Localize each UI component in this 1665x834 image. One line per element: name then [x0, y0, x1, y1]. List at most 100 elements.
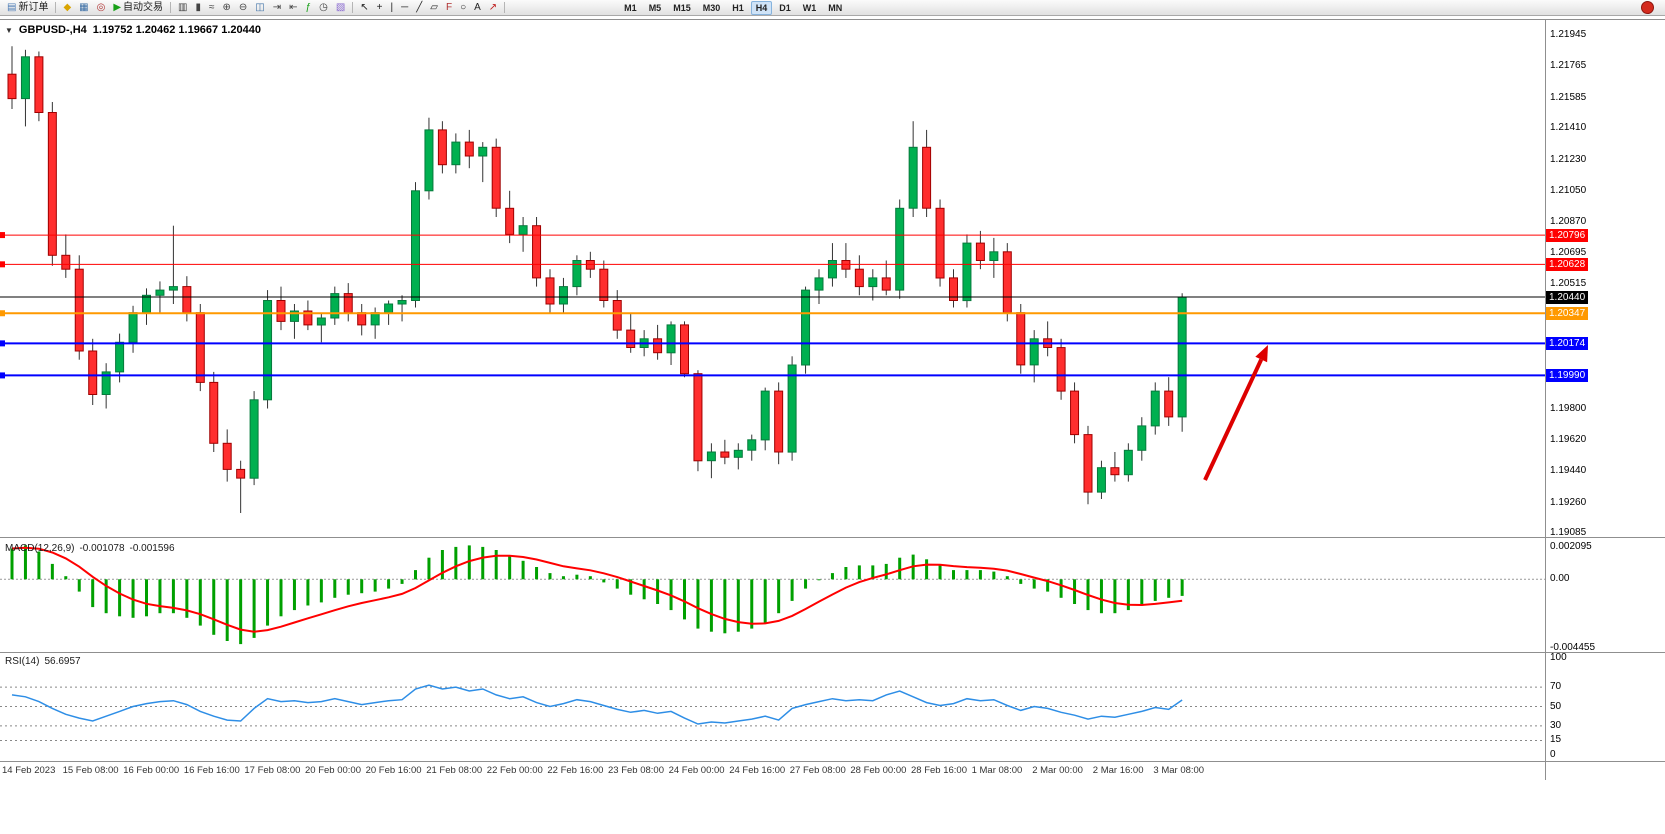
time-axis-label[interactable]: 20 Feb 00:00 — [305, 765, 361, 776]
time-axis-label[interactable]: 22 Feb 16:00 — [547, 765, 604, 776]
time-axis-label[interactable]: 14 Feb 2023 — [2, 765, 56, 776]
fibonacci-button[interactable]: F — [443, 1, 455, 15]
time-axis-label[interactable]: 16 Feb 16:00 — [183, 765, 240, 776]
time-axis-label[interactable]: 28 Feb 16:00 — [911, 765, 967, 776]
horizontal-line-button[interactable]: ─ — [398, 1, 411, 15]
zoom-in-button[interactable]: ⊕ — [220, 1, 234, 15]
time-axis-label[interactable]: 22 Feb 00:00 — [486, 765, 543, 776]
macd-plot[interactable] — [0, 541, 1545, 650]
text-button[interactable]: A — [471, 1, 484, 15]
rsi-label: RSI(14) 56.6957 — [5, 656, 86, 667]
up-candle — [101, 371, 111, 395]
down-candle — [88, 350, 98, 395]
rsi-line — [11, 684, 1183, 725]
macd-signal-line — [11, 546, 1183, 633]
up-candle — [115, 341, 125, 373]
timeframe-m30-button[interactable]: M30 — [698, 1, 726, 15]
chart-shift-button[interactable]: ⇤ — [286, 1, 300, 15]
price-axis-label: 1.21585 — [1550, 91, 1587, 103]
time-axis-label[interactable]: 24 Feb 00:00 — [668, 765, 725, 776]
price-badge-1.20347: 1.20347 — [1546, 306, 1589, 320]
auto-trading-button[interactable]: ▶ 自动交易 — [110, 1, 166, 15]
time-axis-label[interactable]: 23 Feb 08:00 — [608, 765, 664, 776]
time-axis-label[interactable]: 27 Feb 08:00 — [789, 765, 846, 776]
timeframe-m15-button[interactable]: M15 — [668, 1, 696, 15]
time-axis-label[interactable]: 20 Feb 16:00 — [365, 765, 422, 776]
timeframe-d1-button[interactable]: D1 — [774, 1, 796, 15]
time-axis-label[interactable]: 24 Feb 16:00 — [729, 765, 786, 776]
up-candle — [706, 451, 716, 462]
arrows-button[interactable]: ↗ — [486, 1, 500, 15]
zoom-out-button[interactable]: ⊖ — [236, 1, 250, 15]
down-candle — [505, 207, 515, 235]
time-axis-label[interactable]: 21 Feb 08:00 — [426, 765, 483, 776]
price-axis-label: 1.21410 — [1550, 122, 1587, 134]
up-candle — [424, 129, 434, 192]
zoom-in-icon: ⊕ — [222, 1, 231, 13]
collapse-arrow-icon[interactable]: ▼ — [5, 25, 13, 35]
new-order-button[interactable]: ▤ 新订单 — [4, 1, 51, 15]
bar-chart-button[interactable]: ▥ — [175, 1, 190, 15]
line-chart-button[interactable]: ≈ — [206, 1, 218, 15]
up-candle — [128, 312, 138, 343]
vertical-line-button[interactable]: | — [388, 1, 397, 15]
time-axis-label[interactable]: 17 Feb 08:00 — [244, 765, 301, 776]
price-axis-label: 1.21765 — [1550, 60, 1587, 72]
pane-splitter[interactable] — [0, 537, 1665, 538]
trendline-button[interactable]: ╱ — [413, 1, 425, 15]
periods-button[interactable]: ◷ — [316, 1, 331, 15]
market-watch-button[interactable]: ◆ — [60, 1, 74, 15]
up-candle — [1123, 449, 1133, 476]
pane-splitter[interactable] — [0, 652, 1665, 653]
time-axis-label[interactable]: 2 Mar 00:00 — [1032, 765, 1083, 776]
templates-button[interactable]: ▧ — [333, 1, 348, 15]
timeframe-m5-button[interactable]: M5 — [644, 1, 667, 15]
channel-button[interactable]: ▱ — [427, 1, 441, 15]
price-axis-label: 1.20695 — [1550, 246, 1587, 258]
shapes-button[interactable]: ○ — [457, 1, 469, 15]
time-axis-label[interactable]: 16 Feb 00:00 — [123, 765, 180, 776]
chart-workspace: ▼ GBPUSD-,H4 1.19752 1.20462 1.19667 1.2… — [0, 16, 1665, 834]
down-candle — [1110, 467, 1120, 476]
timeframe-h4-button[interactable]: H4 — [750, 0, 773, 15]
crosshair-icon: + — [376, 1, 383, 13]
price-axis-label: 1.21050 — [1550, 184, 1587, 196]
notification-icon[interactable] — [1641, 1, 1654, 14]
down-candle — [303, 310, 313, 326]
down-candle — [1002, 251, 1012, 314]
up-candle — [814, 277, 824, 291]
macd-name: MACD(12,26,9) — [5, 543, 75, 554]
down-candle — [935, 207, 945, 279]
timeframe-mn-button[interactable]: MN — [823, 1, 847, 15]
cursor-button[interactable]: ↖ — [357, 1, 371, 15]
data-window-button[interactable]: ▦ — [76, 1, 91, 15]
auto-scroll-button[interactable]: ⇥ — [270, 1, 284, 15]
crosshair-button[interactable]: + — [374, 1, 386, 15]
time-axis-label[interactable]: 1 Mar 08:00 — [971, 765, 1023, 776]
time-axis-label[interactable]: 2 Mar 16:00 — [1092, 765, 1144, 776]
time-axis-label[interactable]: 3 Mar 08:00 — [1153, 765, 1205, 776]
navigator-button[interactable]: ◎ — [94, 1, 109, 15]
chart-title: ▼ GBPUSD-,H4 1.19752 1.20462 1.19667 1.2… — [5, 24, 261, 36]
candlestick-chart-button[interactable]: ▮ — [193, 1, 205, 15]
up-candle — [908, 146, 918, 209]
timeframe-w1-button[interactable]: W1 — [798, 1, 822, 15]
time-axis-label[interactable]: 28 Feb 00:00 — [850, 765, 907, 776]
trend-arrow-annotation[interactable] — [1203, 345, 1268, 481]
rsi-axis-label: 70 — [1550, 681, 1562, 693]
rsi-plot[interactable] — [0, 654, 1545, 761]
price-axis-label: 1.19620 — [1550, 433, 1587, 445]
indicators-button[interactable]: ƒ — [303, 1, 315, 15]
price-chart-plot[interactable] — [0, 20, 1545, 537]
tile-windows-button[interactable]: ◫ — [252, 1, 267, 15]
up-candle — [168, 286, 178, 291]
down-candle — [222, 442, 232, 470]
up-candle — [962, 242, 972, 302]
timeframe-m1-button[interactable]: M1 — [619, 1, 642, 15]
up-candle — [747, 439, 757, 451]
market-watch-icon: ◆ — [63, 1, 72, 13]
price-axis-label: 1.21230 — [1550, 153, 1587, 165]
timeframe-h1-button[interactable]: H1 — [727, 1, 749, 15]
time-axis-label[interactable]: 15 Feb 08:00 — [62, 765, 119, 776]
